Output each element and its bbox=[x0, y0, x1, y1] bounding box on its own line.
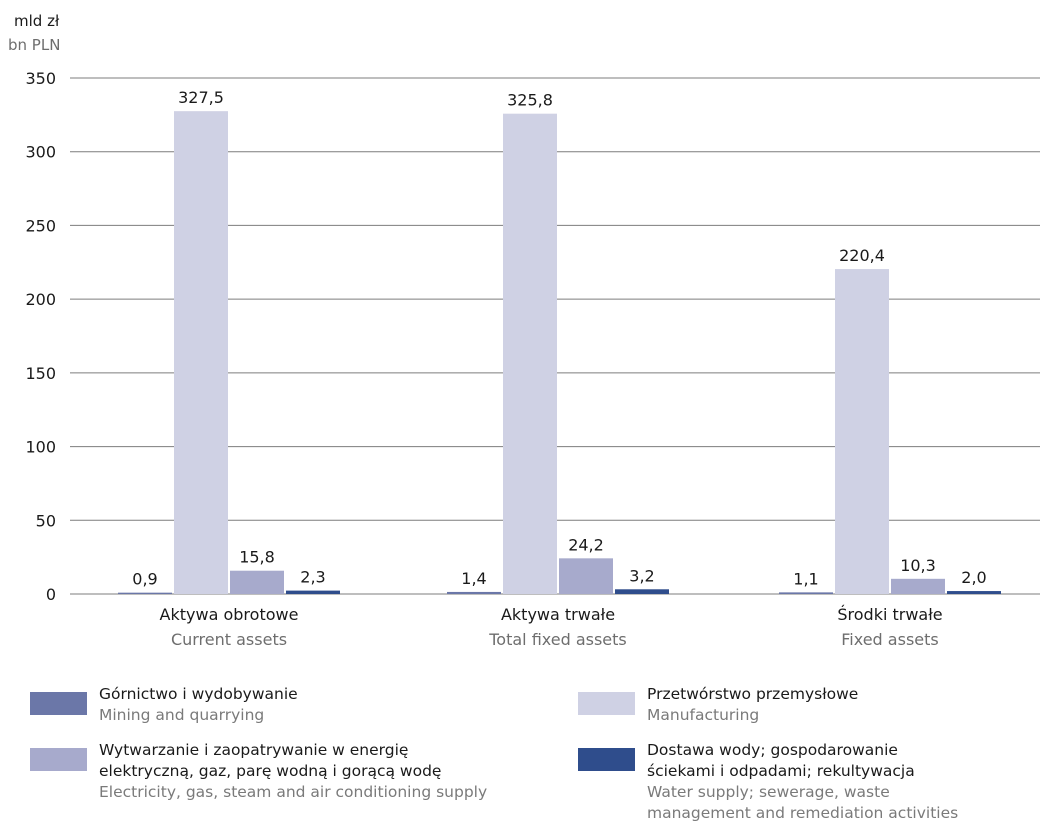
bar bbox=[118, 592, 172, 594]
legend-label-en: Water supply; sewerage, waste management… bbox=[647, 783, 959, 822]
y-tick-label: 50 bbox=[36, 511, 56, 530]
x-tick-label-en: Fixed assets bbox=[841, 630, 938, 649]
bar-chart: 0501001502002503003500,9327,515,82,3Akty… bbox=[25, 69, 1040, 649]
bar bbox=[503, 113, 557, 595]
bar bbox=[779, 592, 833, 594]
y-tick-label: 350 bbox=[25, 69, 56, 88]
data-label: 1,4 bbox=[461, 569, 486, 588]
legend-label-pl: Przetwórstwo przemysłowe bbox=[647, 685, 859, 703]
legend-label: Wytwarzanie i zaopatrywanie w energię el… bbox=[99, 740, 487, 803]
y-tick-label: 250 bbox=[25, 216, 56, 235]
legend-label-en: Mining and quarrying bbox=[99, 706, 265, 724]
legend-label: Górnictwo i wydobywanie Mining and quarry… bbox=[99, 684, 298, 726]
y-tick-label: 300 bbox=[25, 143, 56, 162]
y-tick-label: 0 bbox=[46, 585, 56, 604]
legend-label-pl: Dostawa wody; gospodarowanie ściekami i … bbox=[647, 741, 915, 780]
x-tick-label-en: Current assets bbox=[171, 630, 287, 649]
bar bbox=[615, 589, 669, 594]
legend-label: Przetwórstwo przemysłowe Manufacturing bbox=[647, 684, 858, 726]
bar bbox=[286, 590, 340, 594]
y-axis-unit-pl: mld zł bbox=[14, 12, 60, 30]
legend-item: Przetwórstwo przemysłowe Manufacturing bbox=[578, 684, 858, 726]
legend-swatch bbox=[578, 748, 635, 771]
y-tick-label: 150 bbox=[25, 364, 56, 383]
y-tick-label: 100 bbox=[25, 438, 56, 457]
data-label: 24,2 bbox=[568, 535, 604, 554]
data-label: 325,8 bbox=[507, 91, 553, 110]
data-label: 15,8 bbox=[239, 548, 275, 567]
legend-item: Dostawa wody; gospodarowanie ściekami i … bbox=[578, 740, 958, 824]
legend-swatch bbox=[578, 692, 635, 715]
legend-swatch bbox=[30, 692, 87, 715]
legend-label: Dostawa wody; gospodarowanie ściekami i … bbox=[647, 740, 958, 824]
legend-item: Górnictwo i wydobywanie Mining and quarry… bbox=[30, 684, 298, 726]
x-tick-label-pl: Środki trwałe bbox=[837, 605, 942, 624]
y-axis-unit-en: bn PLN bbox=[8, 36, 61, 54]
bar bbox=[174, 111, 228, 595]
legend-label-pl: Górnictwo i wydobywanie bbox=[99, 685, 298, 703]
data-label: 0,9 bbox=[132, 570, 157, 589]
legend-label-en: Manufacturing bbox=[647, 706, 760, 724]
data-label: 1,1 bbox=[793, 569, 818, 588]
data-label: 10,3 bbox=[900, 556, 936, 575]
x-tick-label-pl: Aktywa trwałe bbox=[501, 605, 615, 624]
data-label: 327,5 bbox=[178, 88, 224, 107]
bar bbox=[835, 269, 889, 594]
data-label: 2,0 bbox=[961, 568, 986, 587]
data-label: 3,2 bbox=[629, 566, 654, 585]
legend-swatch bbox=[30, 748, 87, 771]
bar bbox=[447, 591, 501, 594]
data-label: 220,4 bbox=[839, 246, 885, 265]
bar bbox=[947, 591, 1001, 594]
bar bbox=[230, 570, 284, 594]
data-label: 2,3 bbox=[300, 568, 325, 587]
x-tick-label-pl: Aktywa obrotowe bbox=[160, 605, 299, 624]
x-tick-label-en: Total fixed assets bbox=[488, 630, 627, 649]
bar bbox=[559, 558, 613, 594]
legend-item: Wytwarzanie i zaopatrywanie w energię el… bbox=[30, 740, 487, 803]
legend-label-pl: Wytwarzanie i zaopatrywanie w energię el… bbox=[99, 741, 442, 780]
y-tick-label: 200 bbox=[25, 290, 56, 309]
legend-label-en: Electricity, gas, steam and air conditio… bbox=[99, 783, 488, 801]
bar bbox=[891, 578, 945, 594]
